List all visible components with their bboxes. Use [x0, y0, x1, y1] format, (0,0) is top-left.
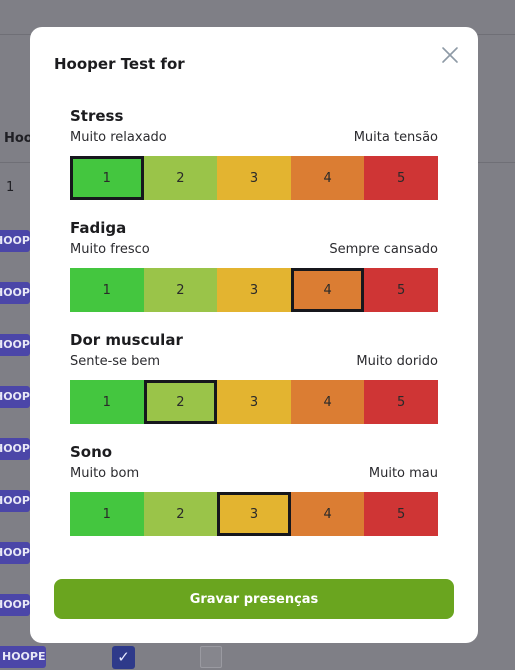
- close-icon[interactable]: [440, 45, 460, 65]
- scale-option-4[interactable]: 4: [290, 380, 365, 424]
- scale-high-label: Muito dorido: [356, 354, 438, 369]
- scale-options: 1 2 3 4 5: [70, 492, 438, 536]
- scale-option-1[interactable]: 1: [70, 156, 144, 200]
- scale-sono: Sono Muito bom Muito mau 1 2 3 4 5: [70, 443, 438, 536]
- scale-option-5[interactable]: 5: [364, 492, 438, 536]
- hooper-badge[interactable]: HOOPER: [0, 542, 30, 564]
- scale-fadiga: Fadiga Muito fresco Sempre cansado 1 2 3…: [70, 219, 438, 312]
- scale-option-1[interactable]: 1: [70, 380, 144, 424]
- scale-option-3[interactable]: 3: [217, 492, 291, 536]
- scale-option-5[interactable]: 5: [364, 380, 438, 424]
- scale-option-4[interactable]: 4: [290, 268, 365, 312]
- scale-option-5[interactable]: 5: [364, 156, 438, 200]
- attendance-checkbox-unchecked[interactable]: [200, 646, 222, 668]
- hooper-badge[interactable]: HOOPER: [0, 386, 30, 408]
- hooper-badge[interactable]: HOOPER: [0, 594, 30, 616]
- scale-option-1[interactable]: 1: [70, 492, 144, 536]
- scale-high-label: Muito mau: [368, 466, 438, 481]
- attendance-checkbox-checked[interactable]: ✓: [112, 646, 135, 669]
- modal-title: Hooper Test for: [54, 55, 185, 73]
- scale-low-label: Muito fresco: [70, 242, 150, 257]
- scale-option-3[interactable]: 3: [217, 380, 291, 424]
- scale-stress: Stress Muito relaxado Muita tensão 1 2 3…: [70, 107, 438, 200]
- scale-options: 1 2 3 4 5: [70, 268, 438, 312]
- scale-high-label: Sempre cansado: [329, 242, 438, 257]
- scale-option-2[interactable]: 2: [143, 268, 218, 312]
- scale-options: 1 2 3 4 5: [70, 380, 438, 424]
- background-column-header: Hoo: [4, 131, 33, 146]
- scale-title: Stress: [70, 107, 124, 125]
- hooper-badge[interactable]: HOOPER: [0, 282, 30, 304]
- scale-option-4[interactable]: 4: [290, 492, 365, 536]
- background-row-number: 1: [6, 180, 15, 195]
- save-attendance-button[interactable]: Gravar presenças: [54, 579, 454, 619]
- scale-options: 1 2 3 4 5: [70, 156, 438, 200]
- hooper-badge[interactable]: HOOPER: [0, 490, 30, 512]
- scale-low-label: Sente-se bem: [70, 354, 161, 369]
- scale-dor-muscular: Dor muscular Sente-se bem Muito dorido 1…: [70, 331, 438, 424]
- scale-title: Fadiga: [70, 219, 127, 237]
- hooper-badge[interactable]: HOOPER: [0, 646, 46, 668]
- scale-option-4[interactable]: 4: [290, 156, 365, 200]
- hooper-test-modal: Hooper Test for Stress Muito relaxado Mu…: [30, 27, 478, 643]
- hooper-badge[interactable]: HOOPER: [0, 438, 30, 460]
- scale-option-2[interactable]: 2: [143, 492, 218, 536]
- close-icon-glyph: [442, 47, 458, 63]
- scale-labels: Sente-se bem Muito dorido: [70, 354, 438, 374]
- scale-low-label: Muito bom: [70, 466, 140, 481]
- scale-labels: Muito bom Muito mau: [70, 466, 438, 486]
- scale-high-label: Muita tensão: [353, 130, 438, 145]
- scale-title: Sono: [70, 443, 113, 461]
- hooper-badge[interactable]: HOOPER: [0, 334, 30, 356]
- scale-option-2[interactable]: 2: [143, 380, 218, 424]
- scale-low-label: Muito relaxado: [70, 130, 167, 145]
- scale-option-2[interactable]: 2: [143, 156, 218, 200]
- scale-option-5[interactable]: 5: [364, 268, 438, 312]
- scale-labels: Muito fresco Sempre cansado: [70, 242, 438, 262]
- scale-option-3[interactable]: 3: [217, 156, 291, 200]
- scale-title: Dor muscular: [70, 331, 183, 349]
- hooper-badge[interactable]: HOOPER: [0, 230, 30, 252]
- scale-labels: Muito relaxado Muita tensão: [70, 130, 438, 150]
- scale-option-1[interactable]: 1: [70, 268, 144, 312]
- scale-option-3[interactable]: 3: [217, 268, 291, 312]
